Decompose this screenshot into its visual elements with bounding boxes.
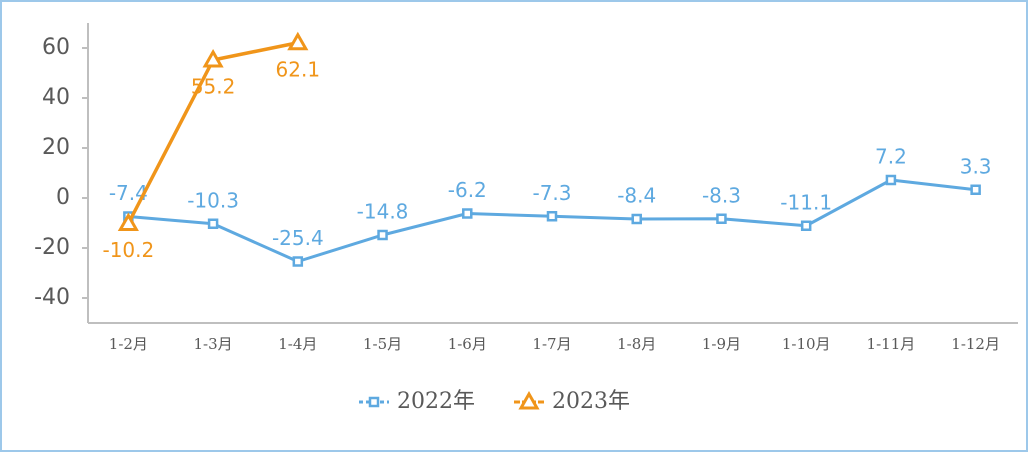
x-tick-label: 1-2月	[109, 335, 148, 353]
data-label: -6.2	[448, 178, 487, 202]
x-tick-label: 1-11月	[867, 335, 916, 353]
data-label: 62.1	[276, 57, 321, 81]
point	[970, 184, 981, 195]
point	[546, 211, 558, 222]
y-tick-label: -40	[34, 285, 70, 310]
point	[287, 31, 309, 51]
x-tick-label: 1-3月	[194, 335, 233, 353]
point	[207, 218, 219, 229]
x-tick-label: 1-8月	[617, 335, 656, 353]
data-label: -8.3	[702, 183, 741, 207]
y-tick-label: -20	[34, 235, 70, 260]
point	[462, 208, 473, 219]
point	[885, 174, 897, 186]
point	[631, 213, 642, 225]
x-tick-label: 1-5月	[363, 335, 402, 353]
point	[716, 213, 727, 224]
data-label: -8.4	[617, 184, 656, 208]
data-label: 7.2	[875, 145, 907, 169]
y-tick-label: 20	[42, 135, 70, 160]
y-tick-label: 60	[42, 35, 70, 60]
y-tick-label: 0	[56, 185, 70, 210]
data-label: -7.4	[109, 181, 148, 205]
data-label: -14.8	[357, 200, 409, 224]
legend-label: 2023年	[552, 389, 630, 414]
data-label: -25.4	[272, 226, 324, 250]
x-tick-label: 1-6月	[448, 335, 487, 353]
data-label: 3.3	[960, 154, 992, 178]
legend-marker	[518, 390, 540, 410]
y-tick-label: 40	[42, 85, 70, 110]
data-label: -7.3	[532, 181, 571, 205]
data-label: -10.2	[102, 238, 154, 262]
data-label: -11.1	[780, 190, 832, 214]
point	[377, 229, 388, 241]
x-tick-label: 1-9月	[702, 335, 741, 353]
data-label: -10.3	[187, 188, 239, 212]
data-label: 55.2	[191, 75, 236, 99]
x-tick-label: 1-10月	[782, 335, 831, 353]
legend-label: 2022年	[397, 389, 475, 414]
point	[117, 212, 139, 231]
x-tick-label: 1-7月	[532, 335, 571, 353]
x-tick-label: 1-4月	[278, 335, 317, 353]
point	[800, 220, 812, 231]
point	[292, 256, 304, 267]
x-tick-label: 1-12月	[951, 335, 1000, 353]
legend-marker	[368, 396, 380, 408]
point	[202, 48, 224, 68]
